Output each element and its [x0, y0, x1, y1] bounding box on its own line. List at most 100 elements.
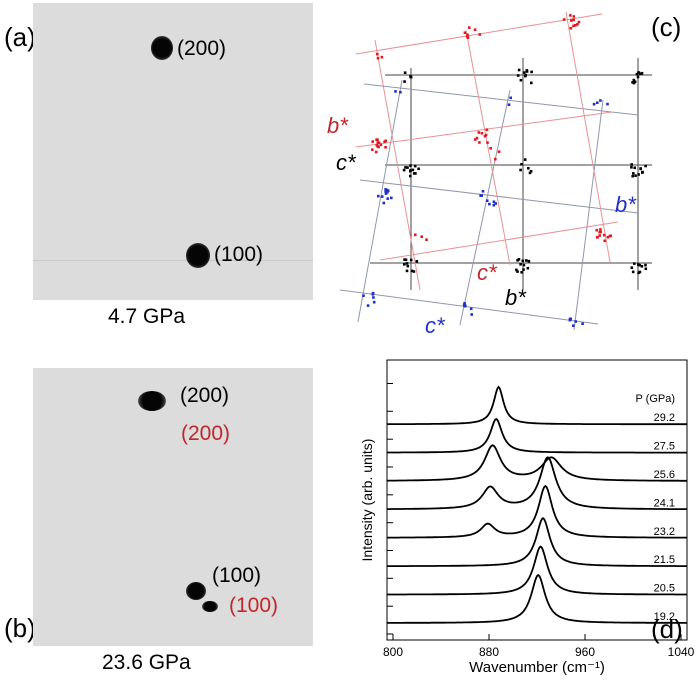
spectra-curves — [387, 385, 687, 624]
diffraction-point — [598, 234, 601, 237]
diffraction-point — [409, 164, 412, 167]
diffraction-point — [530, 70, 533, 74]
axis-label-b-star-blue: b* — [615, 192, 636, 217]
diffraction-point — [519, 78, 523, 82]
diffraction-point — [380, 55, 384, 59]
diffraction-point — [572, 18, 575, 22]
diffraction-point — [376, 141, 380, 144]
diffraction-point — [530, 81, 533, 85]
diffraction-point — [415, 260, 419, 263]
diffraction-point — [638, 270, 642, 274]
diffraction-point — [630, 266, 634, 269]
diffraction-point — [602, 233, 606, 237]
diffraction-point — [413, 164, 417, 168]
panel-a-spot-100-label: (100) — [214, 243, 264, 266]
diffraction-point — [521, 259, 525, 263]
diffraction-point — [425, 238, 428, 241]
diffraction-point — [384, 192, 388, 195]
diffraction-point — [526, 266, 530, 270]
plot-frame — [386, 359, 688, 641]
diffraction-point — [525, 70, 529, 73]
diffraction-point — [463, 31, 467, 34]
diffraction-point — [572, 15, 576, 18]
black-diffraction-points — [402, 68, 648, 275]
diffraction-point — [403, 71, 407, 74]
x-tick-label: 800 — [383, 645, 403, 659]
diffraction-point — [528, 171, 532, 175]
diffraction-point — [489, 147, 492, 150]
red-diffraction-points — [371, 14, 612, 243]
diffraction-point — [569, 14, 572, 17]
diffraction-point — [494, 157, 497, 161]
diffraction-point — [390, 196, 393, 200]
red-lattice-lines — [355, 11, 619, 291]
diffraction-point — [520, 163, 523, 166]
diffraction-point — [570, 19, 573, 22]
diffraction-point — [403, 263, 406, 266]
diffraction-point — [479, 194, 482, 197]
diffraction-point — [606, 102, 609, 106]
diffraction-point — [516, 270, 519, 273]
pressure-label: 23.2 — [654, 526, 675, 538]
diffraction-point — [630, 163, 633, 166]
diffraction-point — [519, 263, 522, 266]
diffraction-point — [404, 166, 407, 169]
diffraction-point — [641, 170, 644, 174]
diffraction-point — [480, 131, 484, 135]
diffraction-point — [478, 141, 481, 144]
diffraction-point — [596, 101, 599, 104]
spectrum-curve — [387, 417, 687, 454]
legend-title: P (GPa) — [635, 393, 675, 405]
diffraction-point — [632, 172, 635, 175]
diffraction-point — [371, 293, 375, 296]
diffraction-point — [374, 150, 378, 154]
diffraction-point — [633, 166, 636, 170]
panel-b-caption: 23.6 GPa — [102, 651, 191, 674]
diffraction-point — [376, 52, 379, 56]
diffraction-point — [371, 140, 374, 143]
panel-b-spot-200-label: (200) — [180, 384, 230, 407]
axis-label-c-star-black: c* — [336, 150, 356, 175]
diffraction-point — [412, 172, 416, 175]
diffraction-point — [382, 201, 386, 205]
diffraction-point — [640, 265, 644, 268]
diffraction-point — [644, 263, 647, 267]
diffraction-point — [577, 20, 581, 24]
diffraction-point — [377, 145, 380, 149]
diffraction-point — [409, 258, 413, 262]
diffraction-point — [581, 322, 584, 325]
diffraction-point — [599, 228, 602, 231]
diffraction-point — [633, 262, 636, 265]
spectrum-curve — [387, 385, 687, 426]
diffraction-point — [386, 191, 389, 194]
panel-b-label: (b) — [4, 613, 36, 643]
diffraction-point — [562, 18, 566, 21]
diffraction-point — [466, 36, 470, 39]
spectrum-curve — [387, 456, 687, 510]
diffraction-point — [402, 168, 406, 172]
pressure-label: 19.2 — [654, 611, 675, 623]
diffraction-point — [475, 136, 479, 140]
spectrum-curve — [387, 484, 687, 539]
x-tick-label: 1040 — [668, 645, 695, 659]
diffraction-point — [409, 174, 412, 178]
diffraction-point — [637, 271, 640, 275]
spectrum-curve — [387, 545, 687, 596]
panel-b-spot-100 — [186, 582, 206, 600]
diffraction-point — [603, 239, 606, 243]
diffraction-point — [631, 174, 634, 178]
panel-d-raman-chart: 800 880 960 1040 19.2 20.5 21.5 23.2 24.1 25.6 27… — [359, 359, 695, 676]
axis-label-c-star-red: c* — [477, 260, 497, 285]
panel-a-caption: 4.7 GPa — [108, 305, 186, 328]
diffraction-point — [384, 188, 387, 191]
diffraction-point — [376, 56, 380, 60]
x-tick-label: 880 — [479, 645, 499, 659]
pressure-label: 29.2 — [654, 412, 675, 424]
diffraction-point — [386, 197, 389, 200]
diffraction-point — [394, 90, 397, 93]
diffraction-point — [379, 143, 383, 147]
diffraction-point — [633, 80, 637, 83]
spectrum-curve — [387, 517, 687, 567]
diffraction-point — [492, 203, 496, 207]
diffraction-point — [380, 195, 384, 198]
